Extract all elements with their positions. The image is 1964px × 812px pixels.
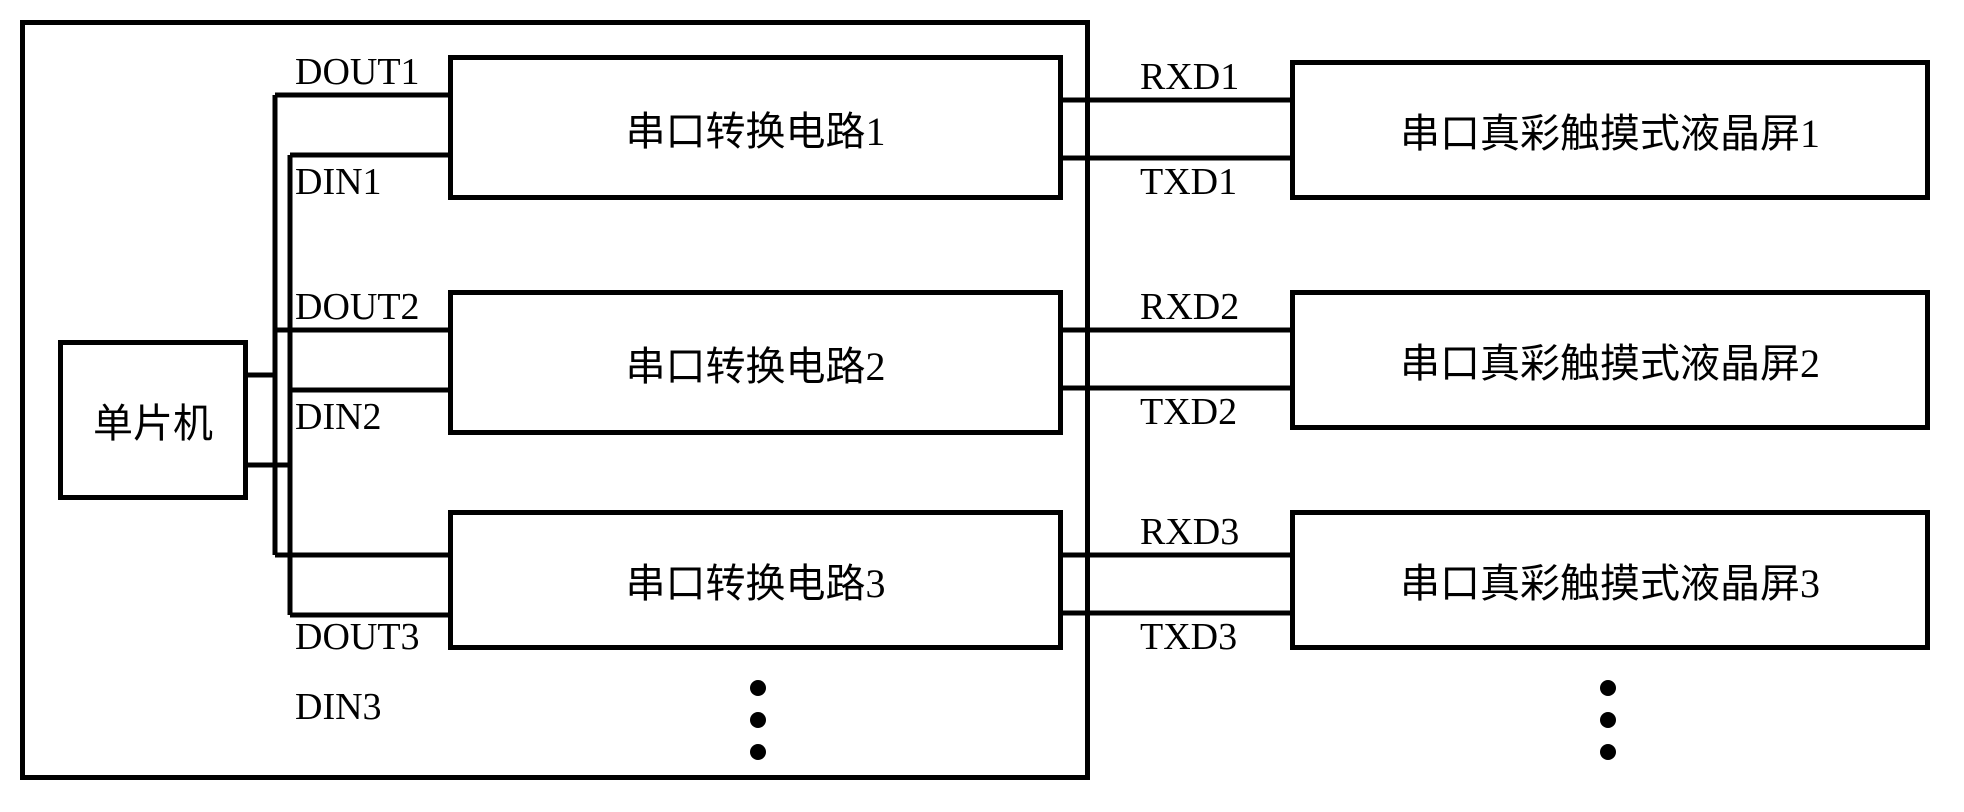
dot-icon <box>1600 744 1616 760</box>
lcd-box-3: 串口真彩触摸式液晶屏3 <box>1290 510 1930 650</box>
ellipsis-dots-left <box>750 680 766 760</box>
converter-box-3: 串口转换电路3 <box>448 510 1063 650</box>
signal-label-din2: DIN2 <box>295 395 382 439</box>
signal-label-txd3: TXD3 <box>1140 615 1237 659</box>
signal-label-rxd3: RXD3 <box>1140 510 1239 554</box>
converter-box-1: 串口转换电路1 <box>448 55 1063 200</box>
signal-label-rxd1: RXD1 <box>1140 55 1239 99</box>
signal-label-dout3: DOUT3 <box>295 615 420 659</box>
dot-icon <box>1600 680 1616 696</box>
signal-label-txd1: TXD1 <box>1140 160 1237 204</box>
converter-label: 串口转换电路3 <box>626 551 886 609</box>
lcd-box-2: 串口真彩触摸式液晶屏2 <box>1290 290 1930 430</box>
converter-label: 串口转换电路1 <box>626 99 886 157</box>
lcd-label: 串口真彩触摸式液晶屏1 <box>1400 101 1820 159</box>
signal-label-din1: DIN1 <box>295 160 382 204</box>
dot-icon <box>750 712 766 728</box>
dot-icon <box>1600 712 1616 728</box>
ellipsis-dots-right <box>1600 680 1616 760</box>
converter-box-2: 串口转换电路2 <box>448 290 1063 435</box>
lcd-label: 串口真彩触摸式液晶屏2 <box>1400 331 1820 389</box>
dot-icon <box>750 744 766 760</box>
signal-label-dout2: DOUT2 <box>295 285 420 329</box>
lcd-label: 串口真彩触摸式液晶屏3 <box>1400 551 1820 609</box>
signal-label-din3: DIN3 <box>295 685 382 729</box>
signal-label-txd2: TXD2 <box>1140 390 1237 434</box>
mcu-label: 单片机 <box>93 391 213 449</box>
lcd-box-1: 串口真彩触摸式液晶屏1 <box>1290 60 1930 200</box>
mcu-box: 单片机 <box>58 340 248 500</box>
converter-label: 串口转换电路2 <box>626 334 886 392</box>
signal-label-dout1: DOUT1 <box>295 50 420 94</box>
signal-label-rxd2: RXD2 <box>1140 285 1239 329</box>
dot-icon <box>750 680 766 696</box>
